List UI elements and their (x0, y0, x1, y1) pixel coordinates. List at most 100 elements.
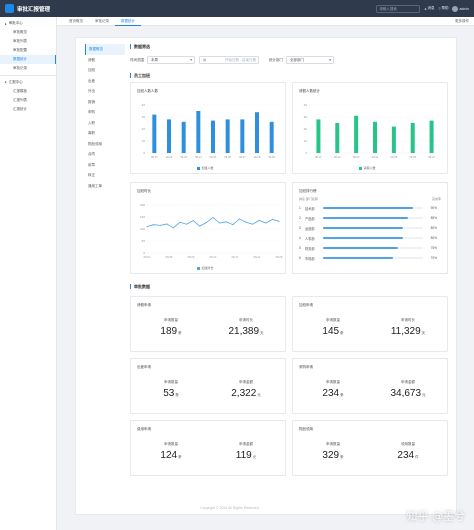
bar (373, 121, 377, 153)
subnav-item[interactable]: 物品领用 (88, 141, 102, 146)
department-select[interactable]: 全部部门 ▾ (286, 56, 334, 64)
sidebar-item-report-template[interactable]: 汇报模板 (13, 88, 27, 93)
sidebar-item-overview[interactable]: 审批概览 (13, 30, 27, 34)
sidebar-item-records[interactable]: 审批记录 (13, 66, 27, 70)
stat-card[interactable]: 出差申请 申请数量 53条 申请金额 2,322元 (130, 358, 286, 414)
subnav-item[interactable]: 用章 (88, 162, 95, 167)
stat-count-value: 145条 (322, 326, 344, 337)
stat-card[interactable]: 请假申请 申请数量 189条 申请时长 21,389天 (130, 296, 286, 352)
sidebar-group-approval[interactable]: ▸ 审批中心 (5, 21, 23, 26)
rank-number: 6 (299, 256, 301, 260)
data-point (265, 222, 267, 224)
messages-button[interactable]: ● 消息 (424, 6, 435, 11)
y-tick-label: 20 (304, 127, 308, 131)
series-line (146, 216, 280, 229)
ranking-row: 1 技术部 90% (299, 205, 437, 211)
sidebar-item-report-list[interactable]: 汇报列表 (13, 97, 27, 102)
y-tick-label: 0 (143, 151, 145, 155)
rank-percent: 80% (430, 226, 437, 230)
subnav-item[interactable]: 数据概览 (85, 44, 125, 55)
x-tick-label: 08-02 (166, 155, 173, 159)
x-tick-label: 08-06 (224, 155, 231, 159)
stat-card[interactable]: 加班申请 申请数量 145条 申请时长 11,329天 (292, 296, 448, 352)
sidebar-item-report-stats[interactable]: 汇报统计 (13, 106, 27, 111)
bar (255, 112, 259, 153)
data-point (258, 219, 260, 221)
y-tick-label: 200 (140, 203, 145, 207)
rank-percent: 85% (430, 216, 437, 220)
ranking-card: 加班排行榜 排名 部门名称 完成率 1 技术部 90% 2 产品部 85% 3 运营部 80% 4… (292, 182, 448, 274)
bar (152, 114, 157, 153)
subnav-item[interactable]: 外出 (88, 89, 95, 93)
sidebar-group-report[interactable]: ▸ 汇报中心 (5, 79, 23, 85)
category-nav: 数据概览 请假 加班 出差 外出 报销 申购 入职 离职 物品领用 合同 用章 … (85, 44, 125, 191)
stat-card-title: 出差申请 (137, 365, 151, 369)
subnav-item[interactable]: 入职 (88, 120, 95, 125)
ranking-title: 加班排行榜 (299, 189, 317, 193)
help-button[interactable]: ? 帮助 (438, 6, 449, 11)
chart-legend: 加班人数 (197, 166, 214, 170)
x-tick-label: 08-07 (428, 155, 435, 159)
avatar (452, 5, 459, 12)
folder-icon: ▸ (5, 21, 7, 26)
stat-amount-label: 申请金额 (239, 380, 253, 384)
watermark: 知乎 @墨兮 (406, 510, 466, 523)
sidebar: ▸ 审批中心 审批概览 审批列表 审批配置 数据统计 审批记录 ▸ 汇报中心 汇… (0, 17, 57, 530)
y-tick-label: 30 (142, 115, 146, 119)
stat-amount-label: 申请时长 (239, 318, 253, 322)
stat-card[interactable]: 采购申请 申请数量 234条 申请金额 34,673元 (292, 358, 448, 414)
user-menu[interactable]: admin (452, 5, 469, 12)
subnav-item[interactable]: 报销 (88, 99, 95, 104)
bar-chart-card-leave: 请假人数统计 0 10 20 30 40 08-01 08-02 08-03 08-04 08-0… (292, 82, 448, 174)
subnav-item[interactable]: 合同 (88, 152, 95, 156)
footer-copyright: Copyright © 2019 All Rights Reserved (200, 506, 259, 510)
stat-count-label: 申请数量 (326, 380, 340, 384)
data-point (179, 221, 181, 223)
subnav-item[interactable]: 申购 (88, 110, 95, 114)
sidebar-item-config[interactable]: 审批配置 (13, 48, 27, 52)
sidebar-item-statistics[interactable]: 数据统计 (0, 55, 56, 64)
tab-home[interactable]: 首页概览 (69, 18, 83, 23)
stat-amount-value: 234件 (397, 450, 419, 461)
bar (410, 123, 415, 153)
chart-legend: 请假人数 (359, 166, 376, 170)
stat-card[interactable]: 物品领用 申请数量 329条 领用数量 234件 (292, 420, 448, 476)
y-tick-label: 150 (140, 215, 145, 219)
x-tick-label: 08-04 (195, 155, 202, 159)
subnav-item[interactable]: 出差 (88, 78, 95, 83)
stat-count-label: 申请数量 (164, 442, 178, 446)
bell-icon: ● (424, 6, 427, 11)
ranking-row: 5 财务部 75% (299, 245, 437, 251)
rank-progress-fill (323, 237, 403, 239)
rank-percent: 90% (430, 206, 437, 210)
rank-number: 5 (299, 246, 301, 250)
subnav-item[interactable]: 通用工单 (88, 183, 102, 188)
tab-statistics[interactable]: 数据统计 (115, 17, 141, 26)
subnav-item[interactable]: 请假 (88, 57, 95, 62)
more-actions-button[interactable]: 更多操作 (455, 19, 469, 23)
rank-progress-track (323, 227, 423, 229)
subnav-item[interactable]: 离职 (88, 131, 95, 135)
x-tick-label: 08-21 (254, 255, 261, 259)
date-range-picker[interactable]: ▦ 开始日期 - 结束日期 (199, 56, 259, 64)
stat-card[interactable]: 费用申请 申请数量 124条 申请金额 119元 (130, 420, 286, 476)
ranking-col-left: 排名 部门名称 (299, 197, 318, 201)
time-range-select[interactable]: 本周 ▾ (147, 56, 195, 64)
x-tick-label: 08-03 (353, 155, 360, 159)
stat-amount-value: 2,322元 (231, 388, 261, 399)
sidebar-item-list[interactable]: 审批列表 (13, 39, 27, 43)
bar (181, 121, 186, 153)
calendar-icon: ▦ (203, 57, 207, 62)
data-point (252, 223, 254, 225)
rank-number: 2 (299, 216, 301, 220)
search-input[interactable]: 请输入搜索 (376, 4, 421, 13)
subnav-item[interactable]: 转正 (88, 173, 95, 177)
subnav-item[interactable]: 加班 (88, 68, 95, 72)
x-tick-label: 08-01 (151, 155, 158, 159)
tab-records[interactable]: 审批记录 (95, 18, 109, 23)
y-tick-label: 10 (304, 139, 308, 143)
bar-chart-card-overtime: 加班人数人数 0 10 20 30 40 08-01 08-02 08-03 08-04 08-0… (130, 82, 286, 174)
bar (196, 111, 201, 153)
bar (225, 119, 230, 153)
content-area: 数据筛选 时间范围 本周 ▾ ▦ 开始日期 - 结束日期 统计部门 全部部门 ▾… (130, 44, 448, 78)
